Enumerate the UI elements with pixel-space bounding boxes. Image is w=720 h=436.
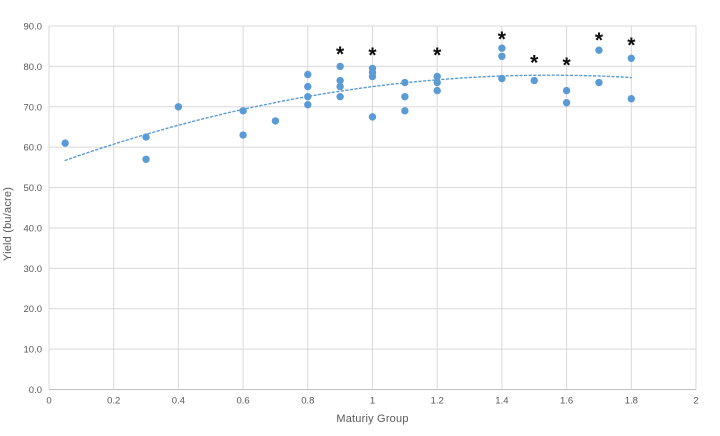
data-point [239,107,247,115]
data-point [336,76,344,85]
data-point [401,107,409,115]
asterisk-marker: * [627,34,636,57]
data-point [304,92,312,101]
asterisk-marker: * [368,44,377,67]
data-point [142,155,150,163]
data-points [61,44,635,163]
data-point [498,44,506,52]
data-point [498,74,506,83]
x-tick-label: 2 [693,396,698,407]
y-tick-label: 50.0 [24,183,43,194]
y-tick-label: 90.0 [24,22,43,33]
asterisk-marker: * [530,51,539,74]
data-point [336,62,344,71]
gridlines [48,25,697,390]
data-point [401,92,409,101]
data-point [142,133,150,141]
data-point [433,86,441,95]
y-tick-label: 40.0 [24,223,43,234]
x-tick-label: 1.2 [431,396,444,407]
x-tick-label: 1.4 [495,396,508,407]
y-tick-label: 20.0 [24,304,43,315]
y-tick-label: 70.0 [24,102,43,113]
data-point [562,86,571,95]
data-point [174,103,183,111]
x-tick-label: 1 [370,396,375,407]
x-tick-label: 0.8 [301,396,314,407]
data-point [368,113,377,121]
x-tick-label: 0.6 [236,396,249,407]
x-tick-label: 0.2 [107,396,120,407]
data-point [562,99,571,107]
asterisk-marker: * [498,28,507,51]
data-point [304,70,312,79]
data-point [336,82,344,91]
data-point [271,117,280,125]
y-tick-label: 60.0 [24,143,43,154]
y-tick-label: 10.0 [24,345,43,356]
asterisk-marker: * [595,29,604,52]
data-point [304,101,312,109]
y-tick-label: 0.0 [29,385,42,396]
x-tick-label: 1.6 [560,396,573,407]
asterisk-marker: * [433,44,442,67]
asterisk-marker: * [563,54,572,77]
data-point [368,72,377,81]
x-tick-label: 1.8 [625,396,638,407]
x-tick-label: 0.4 [172,396,185,407]
y-tick-label: 30.0 [24,264,43,275]
data-point [61,139,69,147]
data-point [401,78,409,87]
y-tick-label: 80.0 [24,62,43,73]
data-point [336,92,344,101]
data-point [530,76,538,85]
significance-markers: * * * * * * * * [336,28,636,77]
data-point [498,52,506,60]
data-point [239,131,247,139]
data-point [304,82,312,91]
tick-labels: 0.0 10.0 20.0 30.0 40.0 50.0 60.0 70.0 80.0 90.0 0… [24,22,699,407]
asterisk-marker: * [336,43,345,66]
data-point [627,95,635,103]
data-point [433,72,441,81]
x-tick-label: 0 [46,396,51,407]
data-point [433,78,441,87]
trendline [64,74,632,162]
data-point [595,78,603,87]
data-point [627,54,635,63]
data-point [595,46,603,54]
